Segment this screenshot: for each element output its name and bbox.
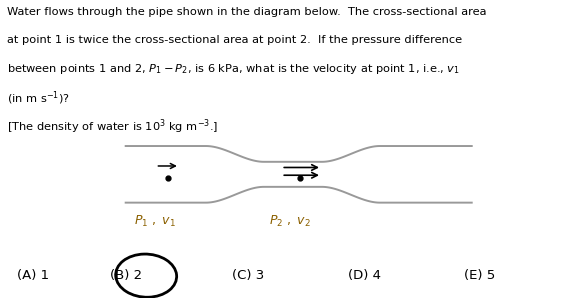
Text: (B) 2: (B) 2	[110, 269, 142, 282]
Text: [The density of water is 10$^3$ kg m$^{-3}$.]: [The density of water is 10$^3$ kg m$^{-…	[7, 117, 218, 136]
Text: Water flows through the pipe shown in the diagram below.  The cross-sectional ar: Water flows through the pipe shown in th…	[7, 7, 487, 18]
Text: $P_2\ ,\ v_2$: $P_2\ ,\ v_2$	[269, 214, 311, 229]
Text: (C) 3: (C) 3	[232, 269, 264, 282]
Text: (D) 4: (D) 4	[348, 269, 381, 282]
Text: at point 1 is twice the cross-sectional area at point 2.  If the pressure differ: at point 1 is twice the cross-sectional …	[7, 35, 462, 45]
Text: $P_1\ ,\ v_1$: $P_1\ ,\ v_1$	[135, 214, 176, 229]
Text: between points 1 and 2, $P_1 - P_2$, is 6 kPa, what is the velocity at point 1, : between points 1 and 2, $P_1 - P_2$, is …	[7, 62, 460, 76]
Text: (in m s$^{-1}$)?: (in m s$^{-1}$)?	[7, 90, 70, 107]
Text: (E) 5: (E) 5	[464, 269, 495, 282]
Text: (A) 1: (A) 1	[17, 269, 49, 282]
